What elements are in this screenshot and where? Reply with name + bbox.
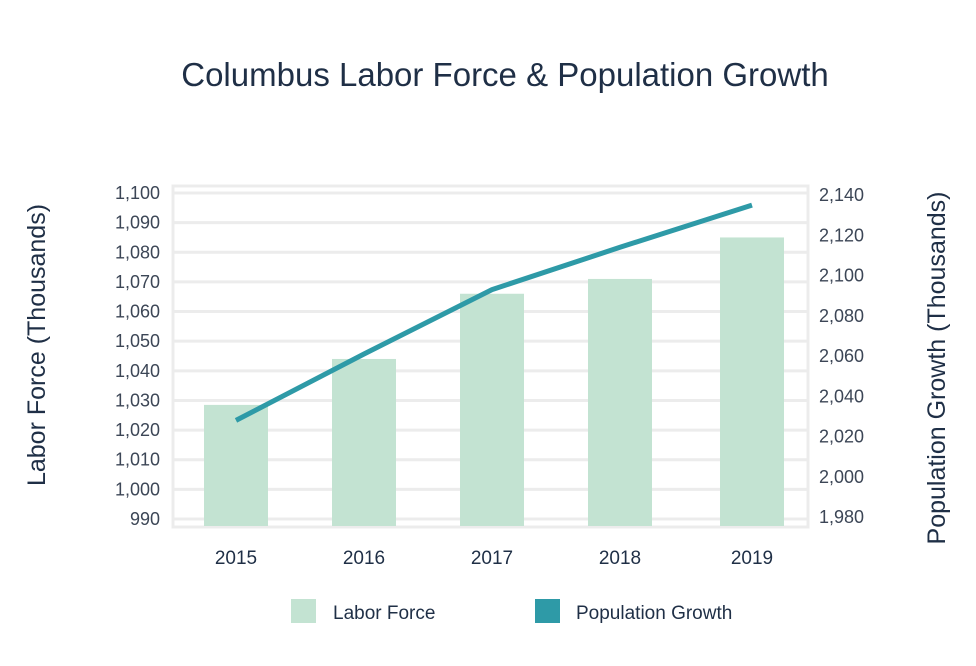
right-tick-label: 2,020 bbox=[819, 427, 864, 447]
x-tick-label: 2018 bbox=[599, 548, 641, 569]
legend-label-labor-force: Labor Force bbox=[333, 603, 435, 624]
right-axis-title: Population Growth (Thousands) bbox=[923, 192, 951, 545]
x-tick-label: 2015 bbox=[215, 548, 257, 569]
left-axis-title: Labor Force (Thousands) bbox=[23, 204, 51, 486]
right-tick-label: 2,060 bbox=[819, 346, 864, 366]
x-axis-ticks: 2015 2016 2017 2018 2019 bbox=[215, 548, 773, 569]
bar-labor-force-2019 bbox=[720, 237, 784, 527]
left-tick-label: 1,050 bbox=[115, 331, 160, 351]
left-tick-label: 1,100 bbox=[115, 183, 160, 203]
bar-labor-force-2018 bbox=[588, 278, 652, 526]
left-tick-label: 1,070 bbox=[115, 272, 160, 292]
bar-labor-force-2015 bbox=[204, 404, 268, 526]
left-tick-label: 1,060 bbox=[115, 302, 160, 322]
left-tick-label: 1,030 bbox=[115, 390, 160, 410]
chart-title: Columbus Labor Force & Population Growth bbox=[181, 56, 829, 93]
legend-swatch-population-growth bbox=[535, 599, 560, 623]
legend-swatch-labor-force bbox=[291, 599, 316, 623]
x-tick-label: 2016 bbox=[343, 548, 385, 569]
right-axis-ticks: 1,980 2,000 2,020 2,040 2,060 2,080 2,100 2,120… bbox=[819, 185, 864, 527]
left-tick-label: 1,010 bbox=[115, 450, 160, 470]
legend: Labor Force Population Growth bbox=[291, 599, 732, 624]
x-tick-label: 2017 bbox=[471, 548, 513, 569]
left-tick-label: 1,090 bbox=[115, 213, 160, 233]
plot-frame bbox=[171, 184, 810, 529]
left-tick-label: 1,020 bbox=[115, 420, 160, 440]
labor-force-bars bbox=[204, 237, 784, 527]
left-tick-label: 1,040 bbox=[115, 361, 160, 381]
x-tick-label: 2019 bbox=[731, 548, 773, 569]
right-tick-label: 2,080 bbox=[819, 306, 864, 326]
right-tick-label: 1,980 bbox=[819, 507, 864, 527]
right-tick-label: 2,140 bbox=[819, 185, 864, 205]
right-tick-label: 2,100 bbox=[819, 266, 864, 286]
left-axis-ticks: 990 1,000 1,010 1,020 1,030 1,040 1,050 1,060 1,… bbox=[115, 183, 160, 529]
bar-labor-force-2017 bbox=[460, 293, 524, 526]
left-tick-label: 1,000 bbox=[115, 479, 160, 499]
left-tick-label: 1,080 bbox=[115, 242, 160, 262]
bar-labor-force-2016 bbox=[332, 358, 396, 526]
left-tick-label: 990 bbox=[130, 509, 160, 529]
population-growth-line bbox=[234, 202, 753, 423]
right-tick-label: 2,000 bbox=[819, 467, 864, 487]
right-tick-label: 2,040 bbox=[819, 386, 864, 406]
legend-label-population-growth: Population Growth bbox=[576, 603, 732, 624]
population-line-layer bbox=[234, 202, 753, 423]
right-tick-label: 2,120 bbox=[819, 225, 864, 245]
